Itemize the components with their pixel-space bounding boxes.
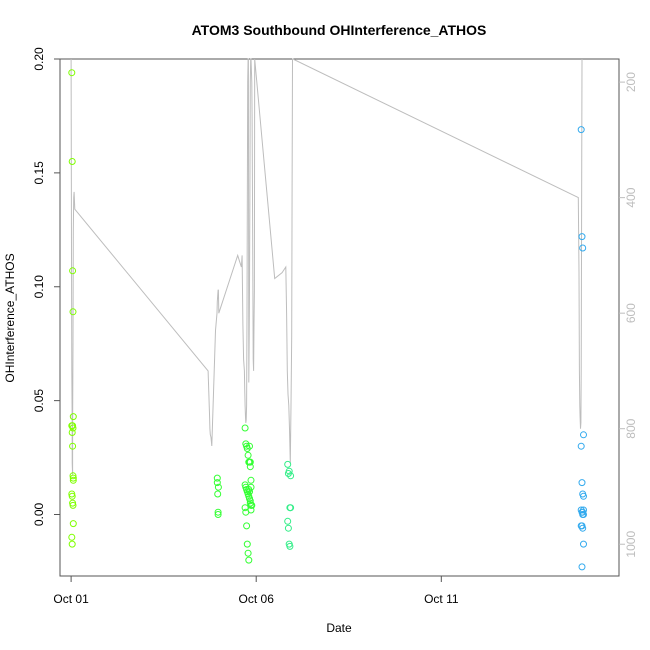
data-point — [69, 501, 77, 509]
y-tick-label: 0.05 — [32, 389, 46, 413]
altitude-line-layer — [70, 58, 583, 475]
y-tick-label: 0.00 — [32, 503, 46, 527]
data-point — [213, 474, 221, 482]
data-point — [580, 511, 587, 518]
x-axis: Oct 01 Oct 06 Oct 11 — [53, 575, 459, 606]
data-point — [580, 431, 587, 439]
data-point — [287, 472, 295, 480]
data-point — [69, 476, 77, 484]
data-point — [579, 244, 587, 252]
data-point — [68, 158, 76, 165]
y-tick-label: 0.20 — [32, 47, 46, 71]
chart-title: ATOM3 Southbound OHInterference_ATHOS — [192, 22, 487, 38]
data-point — [69, 267, 77, 275]
altitude-line — [70, 58, 583, 475]
data-point — [247, 476, 255, 484]
y2-tick-label: 400 — [624, 187, 638, 207]
data-point — [214, 490, 222, 498]
data-point — [578, 563, 586, 571]
y2-tick-label: 1000 — [624, 531, 638, 558]
data-point — [244, 451, 252, 459]
data-point — [577, 442, 585, 450]
series-0 — [68, 69, 77, 548]
data-point — [69, 442, 77, 450]
data-point — [69, 424, 77, 432]
data-point — [246, 458, 254, 466]
data-point — [246, 442, 253, 450]
series-3 — [577, 126, 587, 571]
y-axis: 0.00 0.05 0.10 0.15 0.20 — [32, 47, 60, 526]
y2-axis: 200 400 600 800 1000 — [619, 72, 638, 558]
data-point — [285, 467, 293, 475]
data-point — [246, 497, 254, 505]
data-point — [214, 511, 222, 518]
data-point — [68, 429, 76, 436]
data-point — [68, 540, 76, 548]
data-point — [214, 483, 222, 491]
y-tick-label: 0.15 — [32, 161, 46, 185]
y2-tick-label: 600 — [624, 303, 638, 323]
data-point — [213, 479, 221, 487]
data-points-layer — [68, 69, 587, 571]
data-point — [68, 533, 76, 541]
series-1 — [213, 424, 256, 564]
data-point — [69, 308, 77, 316]
data-point — [577, 126, 585, 134]
x-axis-label: Date — [326, 621, 352, 635]
data-point — [69, 413, 77, 421]
data-point — [284, 517, 292, 525]
x-tick-label: Oct 06 — [239, 592, 275, 606]
data-point — [69, 474, 77, 482]
series-2 — [284, 460, 295, 550]
data-point — [241, 424, 249, 432]
data-point — [580, 492, 587, 500]
data-point — [243, 445, 251, 452]
y-axis-label: OHInterference_ATHOS — [3, 253, 17, 382]
data-point — [246, 463, 254, 471]
data-point — [284, 524, 292, 532]
x-tick-label: Oct 11 — [424, 592, 459, 606]
data-point — [578, 479, 586, 487]
data-point — [580, 540, 587, 548]
data-point — [243, 540, 251, 548]
data-point — [244, 549, 252, 557]
data-point — [287, 504, 295, 512]
data-point — [241, 504, 249, 512]
data-point — [579, 524, 587, 532]
y-tick-label: 0.10 — [32, 275, 46, 299]
x-tick-label: Oct 01 — [53, 592, 89, 606]
y2-tick-label: 200 — [624, 72, 638, 92]
data-point — [68, 69, 76, 77]
data-point — [69, 520, 77, 528]
data-point — [214, 508, 222, 516]
data-point — [247, 506, 255, 514]
data-point — [245, 556, 253, 564]
data-point — [247, 483, 255, 491]
data-point — [246, 488, 253, 496]
data-point — [243, 522, 251, 530]
data-point — [68, 492, 76, 500]
y2-tick-label: 800 — [624, 418, 638, 438]
data-point — [578, 233, 586, 241]
plot-frame — [59, 58, 620, 577]
data-point — [284, 460, 292, 468]
data-point — [69, 472, 77, 480]
data-point — [286, 542, 294, 550]
data-point — [248, 501, 256, 509]
